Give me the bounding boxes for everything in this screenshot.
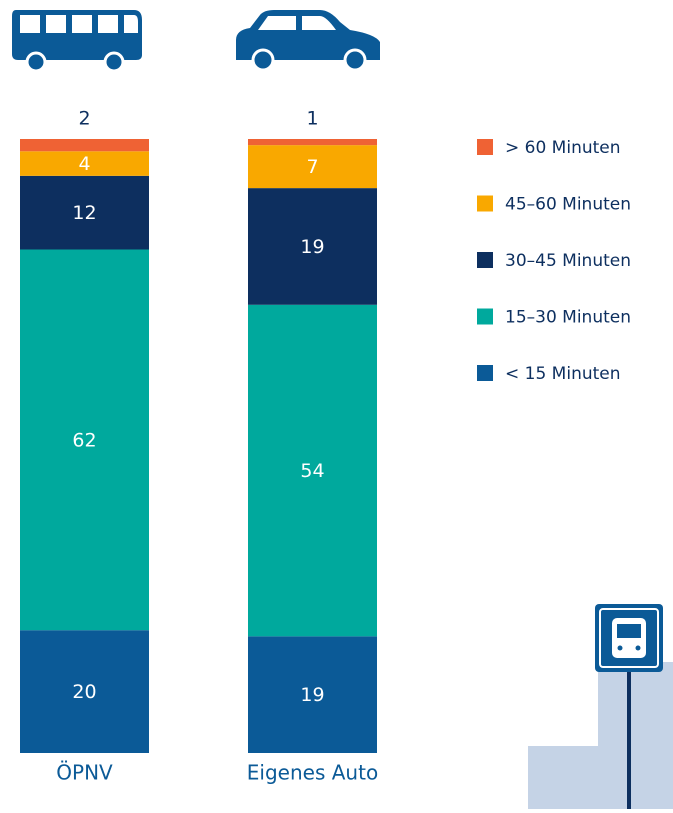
legend-swatch	[477, 139, 493, 155]
legend-label: 15–30 Minuten	[505, 308, 631, 328]
data-label: 1	[306, 108, 318, 130]
bar-segment	[248, 145, 377, 189]
category-label: Eigenes Auto	[247, 761, 378, 785]
category-label: ÖPNV	[56, 761, 113, 785]
legend-label: < 15 Minuten	[505, 364, 621, 384]
bar-segment	[20, 630, 149, 753]
bus-stop-decoration	[528, 604, 673, 809]
data-label: 19	[300, 236, 324, 258]
data-label: 12	[72, 202, 96, 224]
data-label: 54	[300, 460, 324, 482]
data-label: 20	[72, 681, 96, 703]
legend-swatch	[477, 252, 493, 268]
car-icon	[236, 10, 380, 72]
bar-segment	[20, 249, 149, 631]
bar-segment	[248, 139, 377, 146]
data-label: 2	[78, 108, 90, 130]
legend-label: > 60 Minuten	[505, 138, 621, 158]
legend-swatch	[477, 365, 493, 381]
bus-icon	[12, 10, 142, 73]
bar-segment	[20, 175, 149, 250]
legend-swatch	[477, 308, 493, 325]
bar-segment	[20, 151, 149, 176]
data-label: 19	[300, 684, 324, 706]
legend-label: 45–60 Minuten	[505, 195, 631, 215]
legend-swatch	[477, 195, 493, 212]
data-label: 7	[306, 156, 318, 178]
data-label: 62	[72, 429, 96, 451]
bar-segment	[20, 139, 149, 152]
bar-segment	[248, 636, 377, 753]
legend-label: 30–45 Minuten	[505, 251, 631, 271]
bar-segment	[248, 188, 377, 305]
data-label: 4	[78, 153, 90, 175]
bar-segment	[248, 304, 377, 637]
